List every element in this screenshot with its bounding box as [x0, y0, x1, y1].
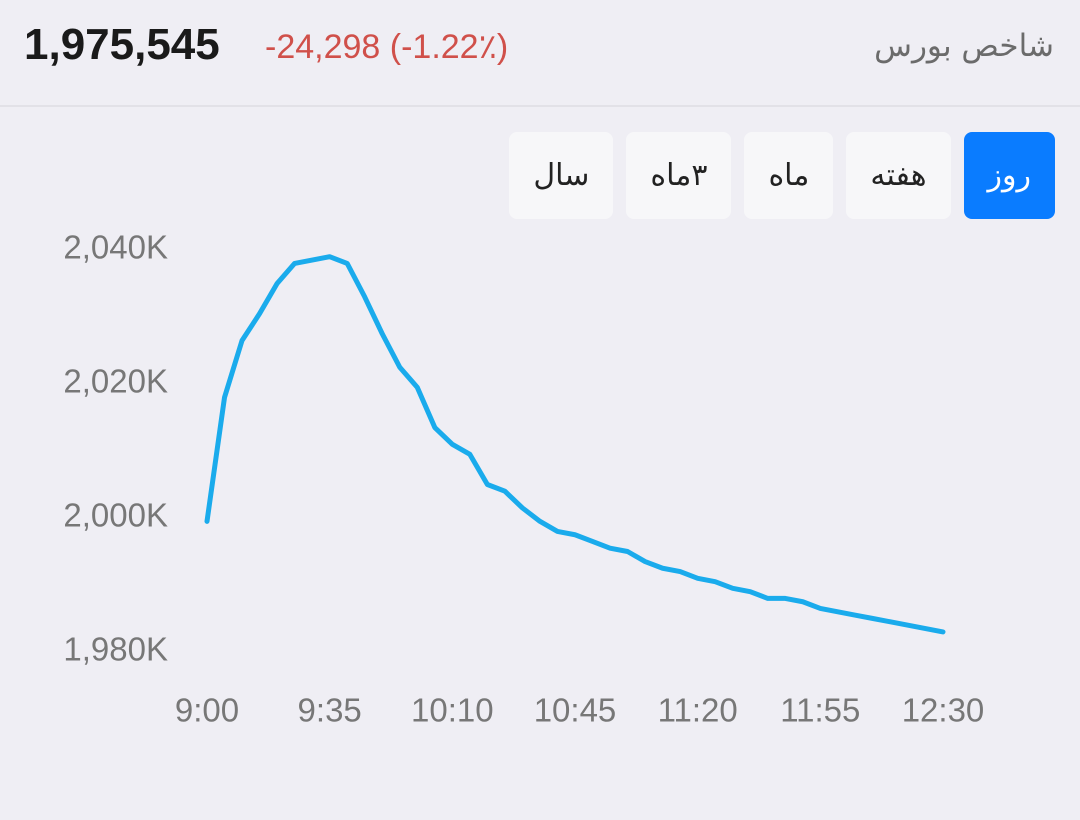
- x-tick-label: 11:55: [780, 692, 860, 729]
- x-tick-label: 11:20: [658, 692, 738, 729]
- range-button[interactable]: ماه: [744, 132, 834, 219]
- x-tick-label: 12:30: [902, 692, 985, 729]
- range-button[interactable]: سال: [509, 132, 614, 219]
- index-value: 1,975,545: [24, 20, 220, 69]
- range-button[interactable]: روز: [963, 132, 1055, 219]
- line: [204, 254, 946, 635]
- y-tick-label: 2,020K: [63, 363, 168, 400]
- x-tick-label: 10:45: [534, 692, 617, 729]
- index-change: -24,298 (-1.22٪): [265, 28, 509, 66]
- range-button[interactable]: ۳ماه: [626, 132, 732, 219]
- y-tick-label: 2,040K: [63, 229, 168, 266]
- index-title: شاخص بورس: [874, 28, 1054, 64]
- y-tick-label: 2,000K: [63, 497, 168, 534]
- x-tick-label: 10:10: [411, 692, 494, 729]
- y-tick-label: 1,980K: [63, 631, 168, 668]
- range-buttons: روز هفته ماه ۳ماه سال: [509, 132, 1055, 219]
- range-button[interactable]: هفته: [846, 132, 951, 219]
- x-tick-label: 9:35: [298, 692, 362, 729]
- header: 1,975,545 -24,298 (-1.22٪) شاخص بورس: [0, 0, 1080, 107]
- x-tick-label: 9:00: [175, 692, 239, 729]
